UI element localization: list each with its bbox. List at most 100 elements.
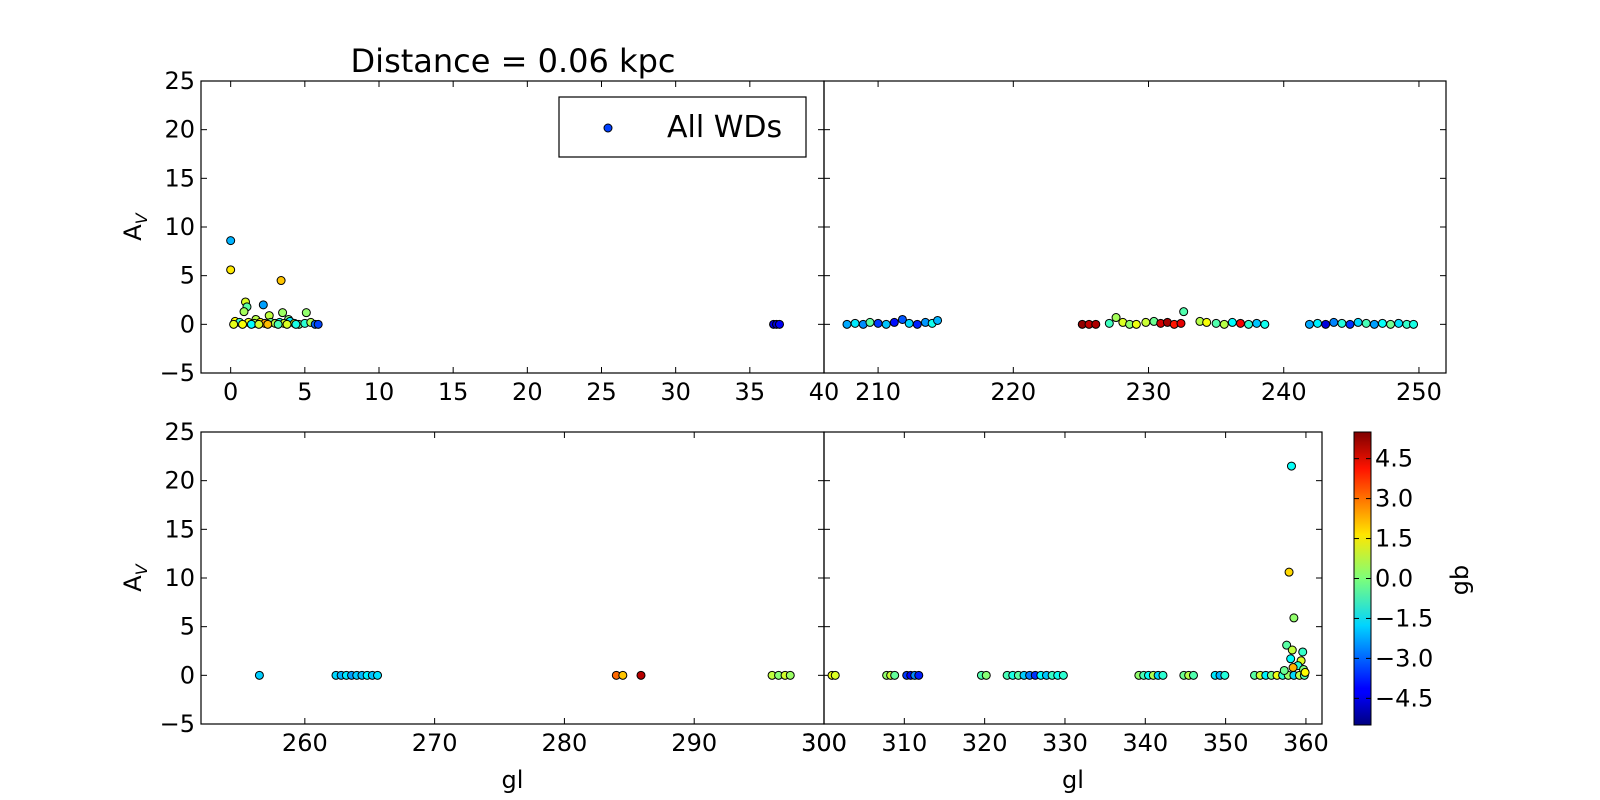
colorbar: 4.5 3.0 1.5 0.0 −1.5 −3.0 −4.5 gb [1353, 431, 1474, 726]
data-point [933, 315, 943, 325]
data-point [1202, 317, 1212, 327]
data-point [1219, 319, 1229, 329]
data-point [890, 670, 900, 680]
data-point [897, 314, 907, 324]
colorbar-tick-label: 0.0 [1375, 565, 1413, 593]
x-tick-label: 10 [364, 378, 395, 406]
x-tick-label: 15 [438, 378, 469, 406]
plot-frame [200, 431, 825, 725]
colorbar-label: gb [1446, 565, 1474, 595]
data-point [276, 276, 286, 286]
x-tick-label: 330 [1042, 729, 1088, 757]
legend-box [558, 96, 807, 158]
data-point [1104, 318, 1114, 328]
y-tick-label: 5 [180, 262, 195, 290]
data-point [313, 319, 323, 329]
data-point [1260, 319, 1270, 329]
data-point [246, 319, 256, 329]
data-point [912, 319, 922, 329]
x-tick-label: 250 [1396, 378, 1442, 406]
data-point [1337, 318, 1347, 328]
data-point [1252, 318, 1262, 328]
colorbar-tick-label: 3.0 [1375, 485, 1413, 513]
x-axis-label: gl [502, 766, 524, 794]
data-point [263, 319, 273, 329]
y-tick-label: 5 [180, 613, 195, 641]
data-point [226, 265, 236, 275]
x-tick-label: 220 [990, 378, 1036, 406]
data-point [1282, 640, 1292, 650]
y-tick-label: −5 [160, 710, 195, 738]
data-point [1361, 318, 1371, 328]
data-point [1131, 319, 1141, 329]
data-point [282, 319, 292, 329]
plot-frame [823, 80, 1447, 374]
data-point [273, 319, 283, 329]
data-point [1211, 318, 1221, 328]
x-tick-label: 40 [809, 378, 840, 406]
x-tick-label: 300 [801, 729, 847, 757]
data-point [1369, 319, 1379, 329]
data-point [1220, 670, 1230, 680]
y-tick-label: 25 [164, 67, 195, 95]
y-tick-label: 15 [164, 515, 195, 543]
data-point [636, 670, 646, 680]
x-tick-label: 310 [881, 729, 927, 757]
data-point [258, 300, 268, 310]
data-point [1284, 567, 1294, 577]
data-point [1394, 318, 1404, 328]
x-axis-label: gl [1062, 766, 1084, 794]
data-point [1188, 670, 1198, 680]
legend-label: All WDs [667, 110, 782, 145]
y-tick-label: 20 [164, 467, 195, 495]
data-point [1386, 319, 1396, 329]
data-point [1353, 317, 1363, 327]
data-point [881, 319, 891, 329]
data-point [1141, 317, 1151, 327]
data-point [1158, 670, 1168, 680]
data-point [1288, 663, 1298, 673]
data-point [1179, 307, 1189, 317]
data-point [1111, 313, 1121, 323]
data-point [226, 236, 236, 246]
data-point [239, 307, 249, 317]
y-axis-label: AV [119, 212, 151, 240]
data-point [301, 308, 311, 318]
data-point [291, 319, 301, 329]
data-point [904, 318, 914, 328]
data-point [1286, 461, 1296, 471]
x-tick-label: 290 [671, 729, 717, 757]
y-tick-label: 15 [164, 164, 195, 192]
x-tick-label: 270 [412, 729, 458, 757]
data-point [842, 319, 852, 329]
data-point [1287, 645, 1297, 655]
data-point [1377, 318, 1387, 328]
data-point [1313, 318, 1323, 328]
x-tick-label: 230 [1126, 378, 1172, 406]
data-point [830, 670, 840, 680]
data-point [1289, 613, 1299, 623]
y-tick-label: 0 [180, 310, 195, 338]
data-point [1329, 317, 1339, 327]
data-point [254, 319, 264, 329]
data-point [873, 318, 883, 328]
y-tick-label: 10 [164, 213, 195, 241]
data-point [1235, 318, 1245, 328]
data-point [373, 670, 383, 680]
colorbar-tick-label: 4.5 [1375, 445, 1413, 473]
x-tick-label: 340 [1122, 729, 1168, 757]
x-tick-label: 0 [223, 378, 238, 406]
y-axis-label: AV [119, 563, 151, 591]
y-tick-label: 10 [164, 564, 195, 592]
x-tick-label: 5 [297, 378, 312, 406]
data-point [865, 317, 875, 327]
panel-bottom-left: 260 270 280 290 300 −5 0 5 10 15 20 25 AV gl [119, 418, 847, 794]
data-point [1298, 647, 1308, 657]
x-tick-label: 30 [660, 378, 691, 406]
colorbar-tick-label: 1.5 [1375, 525, 1413, 553]
data-point [229, 319, 239, 329]
x-tick-label: 280 [542, 729, 588, 757]
y-tick-label: −5 [160, 359, 195, 387]
x-tick-label: 320 [962, 729, 1008, 757]
